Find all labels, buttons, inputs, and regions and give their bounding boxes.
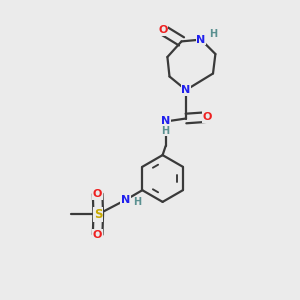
Text: N: N [196, 34, 206, 45]
Text: H: H [160, 125, 169, 136]
Text: O: O [203, 112, 212, 122]
Text: N: N [182, 85, 190, 95]
Text: O: O [93, 230, 102, 240]
Text: H: H [209, 28, 217, 39]
Text: N: N [161, 116, 170, 127]
Text: N: N [121, 195, 130, 205]
Text: O: O [93, 189, 102, 199]
Text: O: O [158, 25, 168, 35]
Text: H: H [133, 197, 141, 207]
Text: S: S [94, 208, 103, 221]
